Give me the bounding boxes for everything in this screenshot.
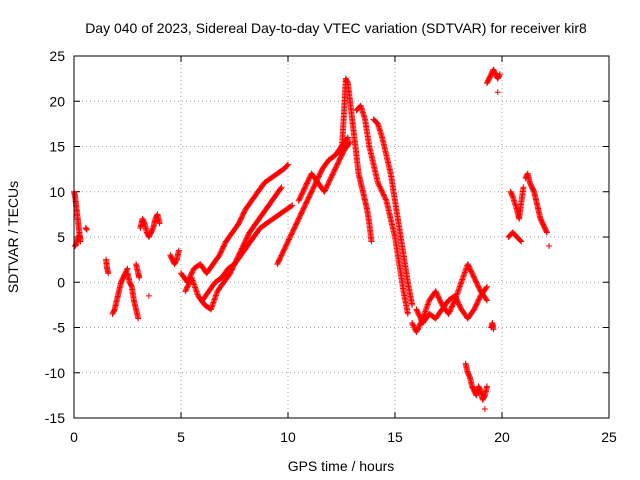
- y-tick-label: 5: [57, 229, 65, 245]
- x-tick-label: 5: [177, 429, 185, 445]
- data-point: [289, 202, 296, 209]
- x-tick-label: 25: [601, 429, 617, 445]
- data-point: [77, 235, 84, 242]
- y-tick-label: 20: [49, 93, 65, 109]
- data-point: [374, 179, 381, 186]
- data-point: [496, 71, 503, 78]
- data-point: [379, 188, 386, 195]
- data-point: [483, 284, 490, 291]
- data-point: [288, 203, 295, 210]
- data-point: [409, 301, 416, 308]
- data-point: [136, 274, 143, 281]
- y-tick-label: 15: [49, 139, 65, 155]
- data-point: [490, 326, 497, 333]
- data-point: [175, 247, 182, 254]
- data-point: [484, 383, 491, 390]
- data-point: [278, 184, 285, 191]
- x-tick-label: 0: [70, 429, 78, 445]
- data-point: [376, 182, 383, 189]
- data-point: [494, 89, 501, 96]
- data-points: [71, 66, 553, 412]
- data-point: [520, 184, 527, 191]
- data-point: [376, 183, 383, 190]
- data-point: [484, 297, 491, 304]
- data-point: [368, 238, 375, 245]
- chart-title: Day 040 of 2023, Sidereal Day-to-day VTE…: [85, 20, 587, 36]
- data-point: [484, 283, 491, 290]
- data-point: [284, 162, 291, 169]
- tick-labels: 0 5 10 15 20 25 -15 -10 -5 0 5 10 15 20 25: [45, 48, 617, 445]
- data-point: [378, 187, 385, 194]
- y-tick-label: 10: [49, 184, 65, 200]
- data-point: [543, 228, 550, 235]
- data-point: [380, 192, 387, 199]
- data-point: [496, 72, 503, 79]
- data-point: [375, 180, 382, 187]
- plot-frame: [73, 55, 610, 419]
- data-point: [517, 237, 524, 244]
- data-point: [382, 196, 389, 203]
- y-tick-label: -15: [45, 410, 65, 426]
- data-point: [381, 193, 388, 200]
- data-point: [483, 296, 490, 303]
- data-point: [379, 190, 386, 197]
- data-point: [83, 225, 90, 232]
- data-point: [404, 310, 411, 317]
- data-point: [277, 185, 284, 192]
- data-point: [105, 270, 112, 277]
- data-point: [410, 322, 417, 329]
- data-point: [285, 161, 291, 168]
- x-tick-label: 20: [494, 429, 510, 445]
- data-point: [380, 191, 387, 198]
- data-point: [344, 134, 351, 141]
- data-point: [382, 195, 389, 202]
- x-tick-label: 10: [280, 429, 296, 445]
- y-tick-label: -5: [53, 320, 66, 336]
- data-point: [409, 321, 416, 328]
- x-axis-label: GPS time / hours: [288, 458, 395, 474]
- data-point: [346, 140, 353, 147]
- data-point: [518, 238, 525, 245]
- y-axis-label: SDTVAR / TECUs: [5, 181, 21, 293]
- data-point: [409, 319, 416, 326]
- x-tick-label: 15: [387, 429, 403, 445]
- data-point: [377, 186, 384, 193]
- y-tick-label: 25: [49, 48, 65, 64]
- data-point: [83, 226, 90, 233]
- data-point: [135, 315, 142, 322]
- data-point: [546, 243, 553, 250]
- data-point: [156, 220, 163, 227]
- data-point: [145, 292, 152, 299]
- data-point: [123, 266, 130, 273]
- y-tick-label: 0: [57, 274, 65, 290]
- data-point: [543, 229, 550, 236]
- data-point: [377, 184, 384, 191]
- data-point: [344, 79, 351, 86]
- data-point: [481, 405, 488, 412]
- y-tick-label: -10: [45, 365, 65, 381]
